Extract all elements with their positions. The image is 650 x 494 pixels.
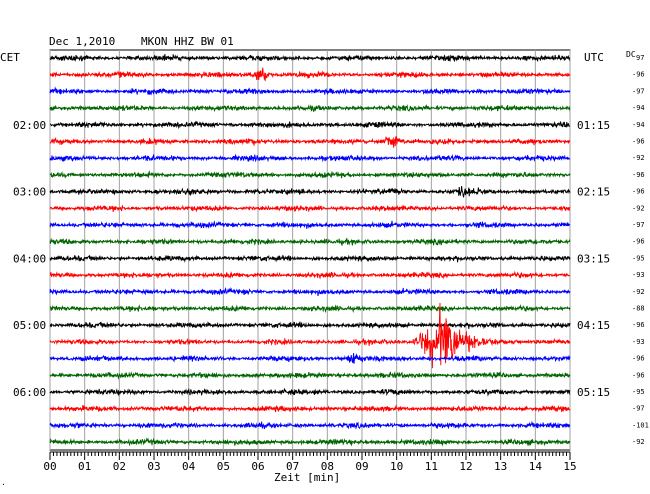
corner-mark: .	[1, 478, 6, 487]
cet-time-label: 04:00	[13, 252, 46, 265]
x-tick-label: 00	[43, 460, 56, 473]
cet-time-label: 02:00	[13, 119, 46, 132]
dc-value: -96	[632, 171, 645, 179]
dc-value: -96	[632, 355, 645, 363]
dc-value: -92	[632, 154, 645, 162]
dc-offset-column: 97 -96 -97 -94 -94 -96 -92 -96 -96 -92 -97 -96 -95 -9…	[632, 54, 649, 446]
time-labels: 02:00 01:15 03:00 02:15 04:00 03:15 05:00 04:15…	[13, 119, 610, 399]
utc-time-label: 02:15	[577, 186, 610, 199]
dc-value: -96	[632, 188, 645, 196]
header-station: MKON HHZ BW 01	[141, 35, 234, 48]
utc-time-label: 05:15	[577, 386, 610, 399]
dc-value: -88	[632, 305, 645, 313]
trace-row-23	[49, 437, 571, 447]
trace-row-11	[49, 237, 571, 246]
trace-row-19	[49, 371, 571, 380]
dc-value: -92	[632, 438, 645, 446]
dc-value: -96	[632, 321, 645, 329]
dc-value: -96	[632, 138, 645, 146]
trace-row-4	[50, 120, 571, 130]
trace-row-2	[49, 86, 571, 96]
trace-row-5	[49, 135, 571, 148]
x-tick-label: 07	[286, 460, 299, 473]
dc-value: -94	[632, 104, 645, 112]
trace-row-17	[49, 302, 571, 369]
dc-value: -92	[632, 204, 645, 212]
trace-row-3	[49, 103, 571, 113]
dc-value: -101	[632, 421, 649, 429]
dc-value: 97	[636, 54, 644, 62]
x-tick-label: 02	[113, 460, 126, 473]
dc-value: -93	[632, 271, 645, 279]
utc-time-label: 04:15	[577, 319, 610, 332]
chart-grid	[49, 49, 571, 451]
trace-row-0	[49, 54, 571, 63]
x-axis: 00 01 02 03 04 05 06 07 08 09 10 11 12 13 14 15	[43, 451, 577, 473]
dc-value: -95	[632, 388, 645, 396]
x-tick-label: 09	[355, 460, 368, 473]
dc-value: -97	[632, 87, 645, 95]
x-tick-label: 06	[251, 460, 264, 473]
trace-row-18	[49, 353, 571, 364]
trace-row-15	[49, 303, 571, 314]
x-tick-label: 08	[321, 460, 334, 473]
dc-value: -96	[632, 371, 645, 379]
trace-row-21	[49, 404, 571, 413]
dc-label: DC	[626, 50, 636, 59]
x-tick-label: 10	[390, 460, 403, 473]
x-tick-label: 04	[182, 460, 196, 473]
right-zone-label: UTC	[584, 51, 604, 64]
left-zone-label: CET	[0, 51, 20, 64]
dc-value: -92	[632, 288, 645, 296]
utc-time-label: 03:15	[577, 252, 610, 265]
dc-value: -96	[632, 71, 645, 79]
cet-time-label: 03:00	[13, 186, 46, 199]
trace-row-20	[49, 387, 571, 397]
cet-time-label: 06:00	[13, 386, 46, 399]
utc-time-label: 01:15	[577, 119, 610, 132]
dc-value: -95	[632, 254, 645, 262]
cet-time-label: 05:00	[13, 319, 46, 332]
trace-layer	[49, 54, 571, 447]
x-tick-label: 13	[494, 460, 507, 473]
trace-row-12	[49, 254, 571, 263]
x-tick-label: 14	[529, 460, 543, 473]
trace-row-22	[49, 420, 571, 430]
x-tick-label: 15	[563, 460, 576, 473]
dc-value: -94	[632, 121, 645, 129]
header-date: Dec 1,2010	[49, 35, 115, 48]
trace-row-9	[49, 204, 571, 213]
trace-row-16	[49, 321, 571, 330]
trace-row-13	[49, 270, 571, 280]
x-tick-label: 05	[217, 460, 230, 473]
x-tick-label: 11	[425, 460, 438, 473]
x-axis-title: Zeit [min]	[274, 471, 340, 484]
dc-value: -97	[632, 221, 645, 229]
x-tick-label: 01	[78, 460, 91, 473]
dc-value: -96	[632, 238, 645, 246]
dc-value: -93	[632, 338, 645, 346]
trace-row-6	[49, 153, 571, 163]
trace-row-1	[49, 67, 571, 81]
trace-row-10	[49, 220, 571, 229]
dc-value: -97	[632, 405, 645, 413]
trace-row-8	[49, 186, 571, 199]
trace-row-14	[49, 286, 571, 296]
x-tick-label: 12	[459, 460, 472, 473]
x-tick-label: 03	[147, 460, 160, 473]
trace-row-7	[49, 169, 571, 179]
